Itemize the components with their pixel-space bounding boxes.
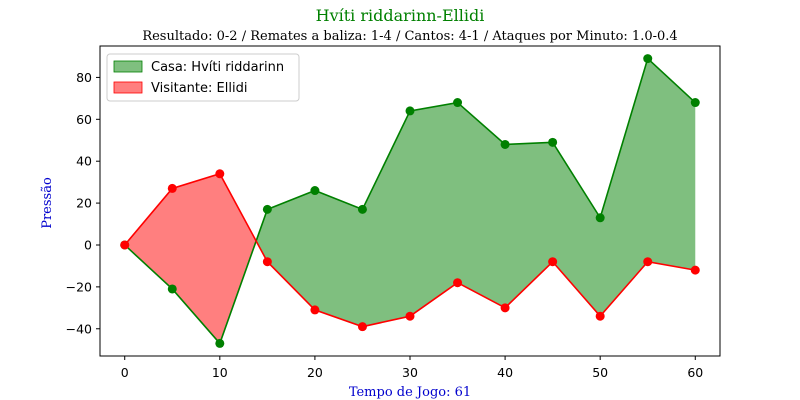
legend-box: [106, 53, 300, 102]
away-data-point: [643, 257, 653, 267]
x-tick-label: 50: [592, 365, 608, 380]
x-tick-label: 0: [121, 365, 129, 380]
away-data-point: [310, 305, 320, 315]
home-data-point: [595, 213, 605, 223]
area-fills: [124, 58, 696, 344]
home-data-point: [215, 338, 225, 348]
home-data-point: [262, 204, 272, 214]
away-data-point: [215, 169, 225, 179]
y-tick-label: 80: [76, 70, 92, 85]
data-points: [120, 54, 700, 348]
home-data-point: [357, 204, 367, 214]
away-data-point: [500, 303, 510, 313]
x-tick-label: 40: [497, 365, 513, 380]
legend: Casa: Hvíti riddarinn Visitante: Ellidi: [106, 53, 300, 102]
x-axis-label: Tempo de Jogo: 61: [349, 385, 471, 400]
y-tick-label: 20: [76, 196, 92, 211]
home-data-point: [548, 137, 558, 147]
away-pressure-area: [124, 173, 257, 344]
away-data-point: [595, 311, 605, 321]
x-tick-label: 10: [212, 365, 228, 380]
home-data-point: [500, 139, 510, 149]
away-data-point: [405, 311, 415, 321]
home-data-point: [643, 54, 653, 64]
away-data-point: [548, 257, 558, 267]
home-data-point: [453, 98, 463, 108]
y-tick-label: 40: [76, 154, 92, 169]
x-tick-label: 30: [402, 365, 418, 380]
y-axis-label: Pressão: [40, 177, 55, 229]
away-data-point: [453, 278, 463, 288]
x-axis-ticks: 0 10 20 30 40 50 60: [121, 356, 703, 380]
chart-subtitle: Resultado: 0-2 / Remates a baliza: 1-4 /…: [142, 29, 677, 44]
home-data-point: [167, 284, 177, 294]
legend-swatch: [113, 60, 143, 73]
x-tick-label: 20: [307, 365, 323, 380]
y-tick-label: −20: [66, 279, 92, 294]
y-tick-label: −40: [66, 321, 92, 336]
x-tick-label: 60: [687, 365, 703, 380]
y-tick-label: 0: [84, 237, 92, 252]
away-data-point: [262, 257, 272, 267]
away-data-point: [690, 265, 700, 275]
home-data-point: [690, 98, 700, 108]
away-data-point: [357, 322, 367, 332]
home-data-point: [310, 186, 320, 196]
chart-title: Hvíti riddarinn-Ellidi: [316, 6, 485, 25]
away-data-point: [167, 183, 177, 193]
y-axis-ticks: −40 −20 0 20 40 60 80: [66, 70, 100, 336]
y-tick-label: 60: [76, 112, 92, 127]
legend-swatch: [113, 81, 143, 94]
legend-label: Visitante: Ellidi: [151, 81, 247, 96]
legend-label: Casa: Hvíti riddarinn: [151, 60, 284, 75]
away-data-point: [120, 240, 130, 250]
home-data-point: [405, 106, 415, 116]
home-pressure-area: [256, 58, 696, 327]
